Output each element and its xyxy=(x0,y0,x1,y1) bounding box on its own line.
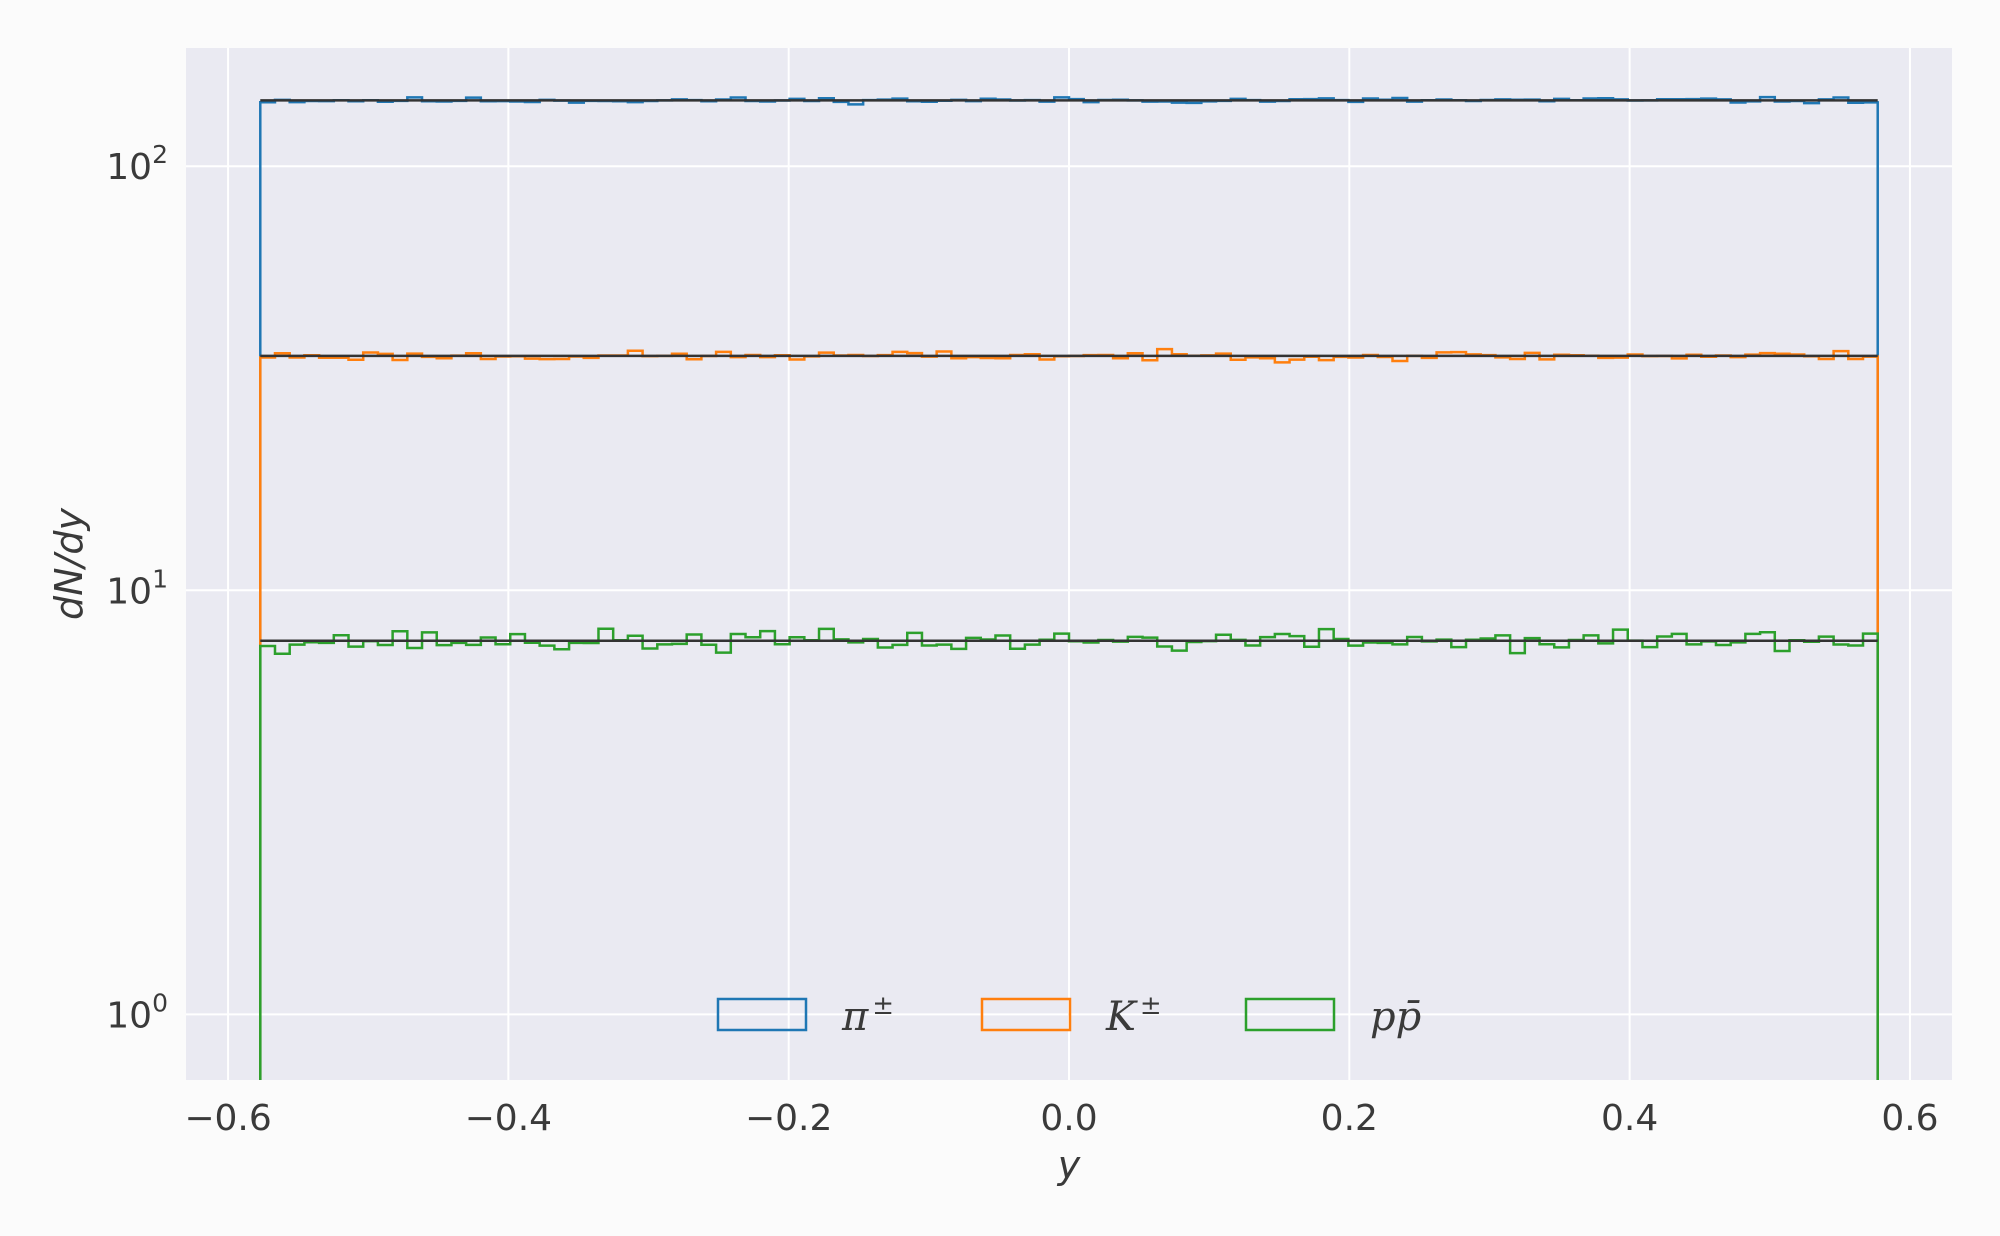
legend-label: K ± xyxy=(1105,991,1162,1040)
x-tick-label: 0.0 xyxy=(1040,1098,1097,1139)
histogram-step xyxy=(259,95,1879,1080)
legend-swatch xyxy=(1244,997,1336,1032)
x-axis-label: y xyxy=(1057,1143,1081,1187)
y-axis-label: dN/dy xyxy=(47,508,91,620)
legend-label: π ± xyxy=(841,991,894,1040)
y-tick-label: 101 xyxy=(106,564,168,612)
x-tick-label: 0.6 xyxy=(1881,1098,1938,1139)
legend-label: pp̄ xyxy=(1370,994,1421,1040)
x-axis-ticks: −0.6 −0.4 −0.2 0.0 0.2 0.4 0.6 xyxy=(184,1098,1938,1139)
x-tick-label: −0.6 xyxy=(184,1098,271,1139)
x-tick-label: 0.2 xyxy=(1321,1098,1378,1139)
legend: π ± K ± pp̄ xyxy=(716,991,1421,1040)
y-tick-label: 102 xyxy=(106,140,168,188)
x-tick-label: −0.2 xyxy=(745,1098,832,1139)
legend-swatch xyxy=(716,997,808,1032)
x-tick-label: 0.4 xyxy=(1601,1098,1658,1139)
legend-swatch xyxy=(980,997,1072,1032)
x-tick-label: −0.4 xyxy=(465,1098,552,1139)
y-tick-label: 100 xyxy=(106,988,168,1036)
grid xyxy=(186,48,1952,1080)
fit-lines xyxy=(260,99,1878,643)
y-axis-ticks: 100 101 102 xyxy=(106,140,168,1036)
